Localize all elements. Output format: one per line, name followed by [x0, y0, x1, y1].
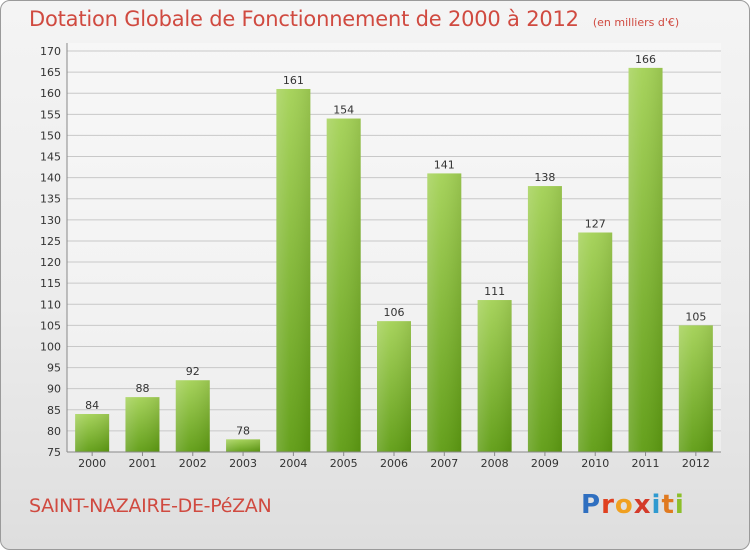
y-tick-label: 125: [40, 235, 61, 248]
data-label: 78: [236, 424, 250, 437]
x-tick-label: 2009: [531, 457, 559, 470]
logo-letter: i: [674, 490, 685, 520]
chart-unit-note: (en milliers d'€): [592, 16, 680, 29]
x-tick-label: 2006: [380, 457, 408, 470]
y-tick-label: 130: [40, 214, 61, 227]
data-label: 84: [85, 399, 99, 412]
x-tick-label: 2002: [179, 457, 207, 470]
data-label: 92: [186, 365, 200, 378]
logo-letter: r: [601, 490, 615, 520]
data-label: 105: [685, 310, 706, 323]
data-label: 88: [135, 382, 149, 395]
x-tick-label: 2007: [430, 457, 458, 470]
y-tick-label: 105: [40, 319, 61, 332]
bar-shading: [527, 186, 562, 453]
y-tick-label: 85: [47, 404, 61, 417]
data-label: 111: [484, 285, 505, 298]
data-label: 106: [384, 306, 405, 319]
data-label: 138: [534, 171, 555, 184]
bar-shading: [628, 67, 663, 452]
logo-letter: o: [614, 490, 634, 520]
y-tick-label: 135: [40, 193, 61, 206]
data-label: 141: [434, 158, 455, 171]
logo-letter: i: [651, 490, 662, 520]
x-tick-label: 2003: [229, 457, 257, 470]
y-axis-ticks: 75 80 85 90 95 100 105 110 115 120 125 130 135 140 145…: [40, 45, 61, 459]
bar-shading: [377, 321, 411, 452]
x-tick-label: 2012: [682, 457, 710, 470]
y-tick-label: 155: [40, 108, 61, 121]
y-tick-label: 145: [40, 151, 61, 164]
x-tick-label: 2011: [632, 457, 660, 470]
bar-shading: [125, 397, 160, 452]
y-tick-label: 140: [40, 172, 61, 185]
bar-shading: [678, 325, 713, 452]
x-tick-label: 2008: [481, 457, 509, 470]
data-label: 154: [333, 104, 354, 117]
y-tick-label: 120: [40, 256, 61, 269]
y-tick-label: 100: [40, 340, 61, 353]
data-label: 127: [585, 218, 606, 231]
proxiti-logo: Proxiti: [581, 490, 685, 520]
logo-letter: x: [633, 490, 652, 520]
y-tick-label: 160: [40, 87, 61, 100]
y-tick-label: 165: [40, 66, 61, 79]
x-tick-label: 2000: [78, 457, 106, 470]
logo-letter: P: [581, 490, 602, 520]
data-labels: 84 88 92 78 161 154 106 141 111 138 127 166 105: [85, 53, 706, 437]
bar-shading: [276, 88, 311, 452]
title-row: Dotation Globale de Fonctionnement de 20…: [29, 7, 679, 31]
bar-shading: [477, 300, 512, 452]
x-tick-label: 2004: [279, 457, 307, 470]
bar-shading: [175, 380, 210, 452]
bars: [75, 67, 713, 453]
y-tick-label: 95: [47, 362, 61, 375]
x-tick-label: 2010: [581, 457, 609, 470]
bar-shading: [427, 173, 462, 452]
y-tick-label: 90: [47, 383, 61, 396]
data-label: 166: [635, 53, 656, 66]
commune-name: SAINT-NAZAIRE-DE-PéZAN: [29, 495, 272, 517]
y-tick-label: 80: [47, 425, 61, 438]
x-tick-label: 2005: [330, 457, 358, 470]
x-axis-ticks: 2000 2001 2002 2003 2004 2005 2006 2007 2008 2009…: [78, 452, 710, 470]
y-tick-label: 170: [40, 45, 61, 58]
y-tick-label: 110: [40, 298, 61, 311]
y-tick-label: 115: [40, 277, 61, 290]
x-tick-label: 2001: [128, 457, 156, 470]
bar-shading: [75, 414, 110, 452]
chart-title: Dotation Globale de Fonctionnement de 20…: [29, 7, 579, 31]
bar-shading: [226, 439, 261, 452]
logo-letter: t: [661, 490, 675, 520]
data-label: 161: [283, 74, 304, 87]
y-tick-label: 75: [47, 446, 61, 459]
bar-shading: [578, 232, 613, 452]
y-tick-label: 150: [40, 129, 61, 142]
bar-shading: [326, 118, 361, 453]
axes: [66, 43, 721, 453]
